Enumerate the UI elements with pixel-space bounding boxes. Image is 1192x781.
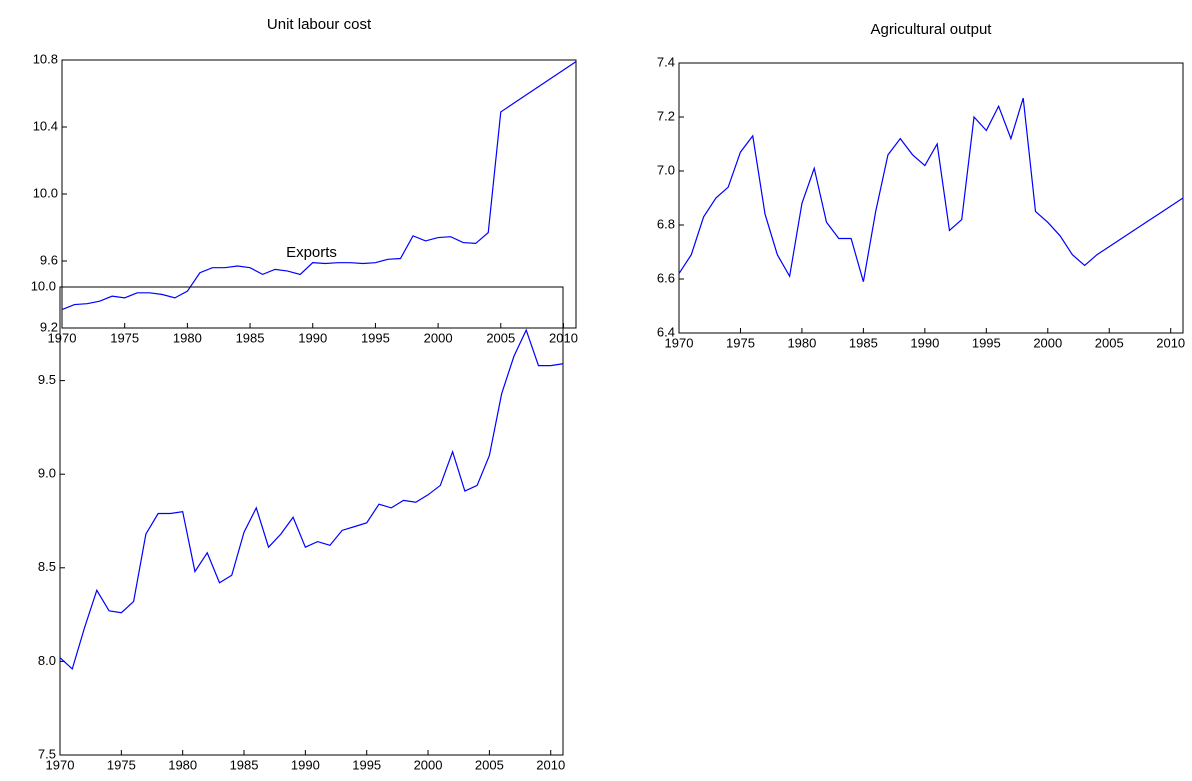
x-tick-label: 1995 xyxy=(972,335,1001,350)
chart-title: Unit labour cost xyxy=(267,16,372,33)
x-tick-label: 1975 xyxy=(110,330,139,345)
x-tick-label: 2000 xyxy=(414,757,443,772)
x-tick-label: 1995 xyxy=(361,330,390,345)
y-tick-label: 7.2 xyxy=(657,108,675,123)
x-tick-label: 2005 xyxy=(486,330,515,345)
y-tick-label: 7.4 xyxy=(657,54,675,69)
x-tick-label: 1980 xyxy=(168,757,197,772)
y-tick-label: 6.8 xyxy=(657,216,675,231)
y-tick-label: 9.0 xyxy=(38,466,56,481)
y-tick-label: 6.4 xyxy=(657,324,675,339)
chart-title: Exports xyxy=(286,244,337,261)
x-tick-label: 1970 xyxy=(665,335,694,350)
x-tick-label: 1970 xyxy=(48,330,77,345)
x-tick-label: 2005 xyxy=(1095,335,1124,350)
x-tick-label: 1975 xyxy=(107,757,136,772)
chart-title: Agricultural output xyxy=(871,21,993,38)
x-tick-label: 1980 xyxy=(173,330,202,345)
x-tick-label: 1990 xyxy=(910,335,939,350)
y-tick-label: 10.0 xyxy=(31,278,56,293)
x-tick-label: 1985 xyxy=(849,335,878,350)
plot-frame xyxy=(61,59,577,329)
y-tick-label: 6.6 xyxy=(657,270,675,285)
y-tick-label: 8.0 xyxy=(38,653,56,668)
x-tick-label: 1975 xyxy=(726,335,755,350)
y-tick-label: 8.5 xyxy=(38,559,56,574)
y-tick-label: 10.0 xyxy=(33,185,58,200)
x-tick-label: 2005 xyxy=(475,757,504,772)
x-tick-label: 1985 xyxy=(230,757,259,772)
x-tick-label: 1980 xyxy=(787,335,816,350)
series-line xyxy=(61,61,577,311)
y-tick-label: 7.0 xyxy=(657,162,675,177)
plot-frame xyxy=(678,62,1184,334)
x-tick-label: 1990 xyxy=(291,757,320,772)
x-tick-label: 2000 xyxy=(1033,335,1062,350)
x-tick-label: 1970 xyxy=(46,757,75,772)
x-tick-label: 1995 xyxy=(352,757,381,772)
plot-frame xyxy=(59,286,564,756)
series-line xyxy=(59,328,564,670)
y-tick-label: 9.6 xyxy=(40,252,58,267)
y-tick-label: 9.2 xyxy=(40,319,58,334)
y-tick-label: 9.5 xyxy=(38,372,56,387)
y-tick-label: 10.4 xyxy=(33,118,58,133)
x-tick-label: 1985 xyxy=(236,330,265,345)
y-tick-label: 10.8 xyxy=(33,51,58,66)
y-tick-label: 7.5 xyxy=(38,746,56,761)
x-tick-label: 2000 xyxy=(424,330,453,345)
x-tick-label: 1990 xyxy=(298,330,327,345)
x-tick-label: 2010 xyxy=(1156,335,1185,350)
series-line xyxy=(678,97,1184,282)
x-tick-label: 2010 xyxy=(536,757,565,772)
